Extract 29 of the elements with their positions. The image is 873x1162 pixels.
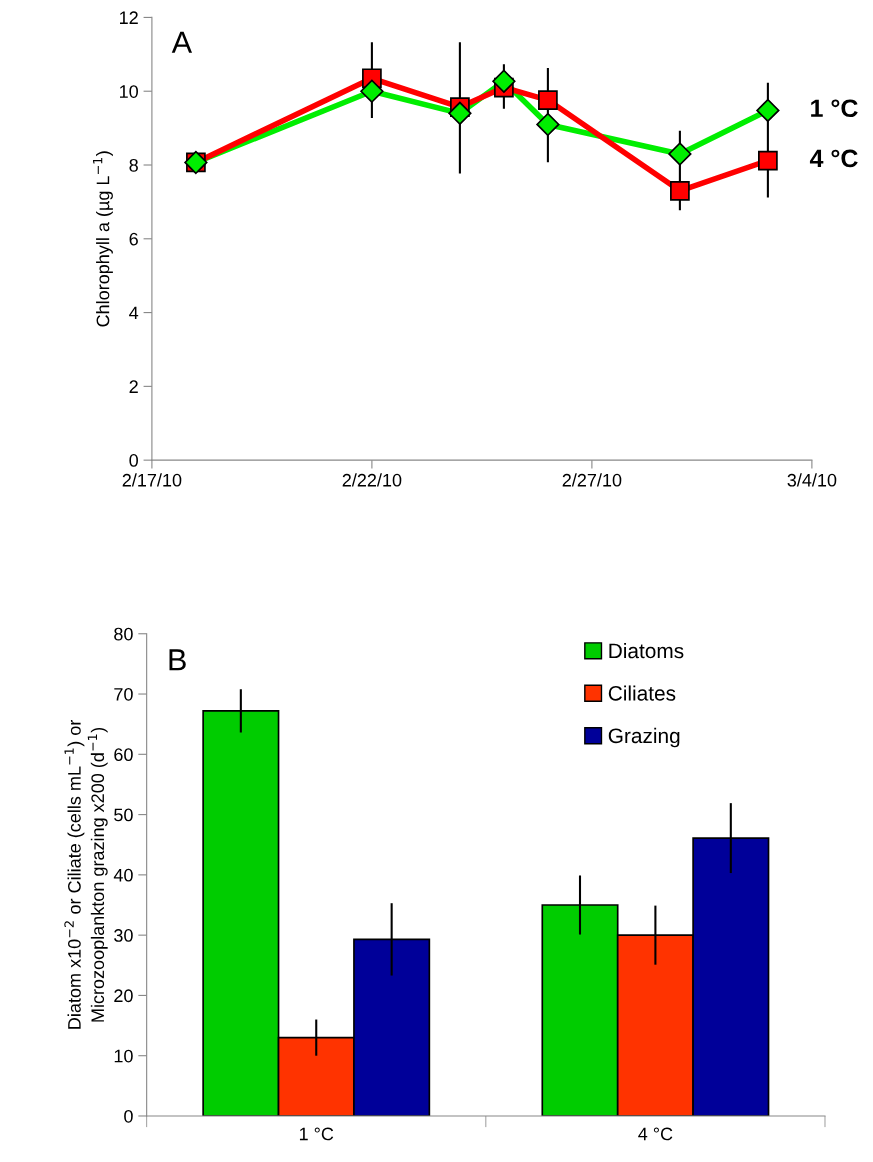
- y-tick-label: 4: [129, 306, 139, 320]
- y-tick-label: 8: [129, 158, 138, 172]
- x-tick-label: 3/4/10: [787, 473, 837, 487]
- series-label: 1 °C: [811, 99, 858, 118]
- y-axis-title: Diatom x10$^{−2}$ or Ciliate (cells mL$^{−1}$) or Microzooplankton grazing x200 (d$^{−1}$): [64, 719, 108, 1029]
- legend-label: Ciliates: [608, 685, 676, 701]
- x-tick-label: 2/22/10: [342, 473, 402, 487]
- y-axis-title: Chlorophyll a (µg L$^{−1}$): [93, 151, 113, 327]
- y-tick-label: 80: [114, 627, 133, 641]
- y-tick-label: 2: [129, 380, 138, 393]
- y-tick-label: 10: [120, 85, 138, 98]
- y-tick-label: 6: [129, 232, 138, 246]
- y-tick-label: 60: [114, 748, 133, 762]
- legend-label: Diatoms: [609, 642, 684, 659]
- y-tick-label: 10: [114, 1049, 133, 1063]
- y-tick-label: 50: [114, 808, 133, 822]
- y-tick-label: 0: [124, 1109, 133, 1123]
- y-tick-label: 20: [114, 989, 133, 1003]
- y-tick-label: 40: [113, 868, 133, 882]
- annotation: A: [171, 31, 193, 53]
- legend-label: Grazing: [608, 727, 680, 748]
- annotation: B: [169, 649, 186, 671]
- y-tick-label: 12: [120, 11, 138, 24]
- x-tick-label: 2/27/10: [562, 473, 622, 487]
- series-label: 4 °C: [809, 149, 858, 168]
- y-tick-label: 0: [129, 454, 138, 467]
- x-tick-label: 2/17/10: [122, 473, 182, 487]
- y-tick-label: 70: [114, 687, 133, 701]
- y-tick-label: 30: [114, 929, 133, 942]
